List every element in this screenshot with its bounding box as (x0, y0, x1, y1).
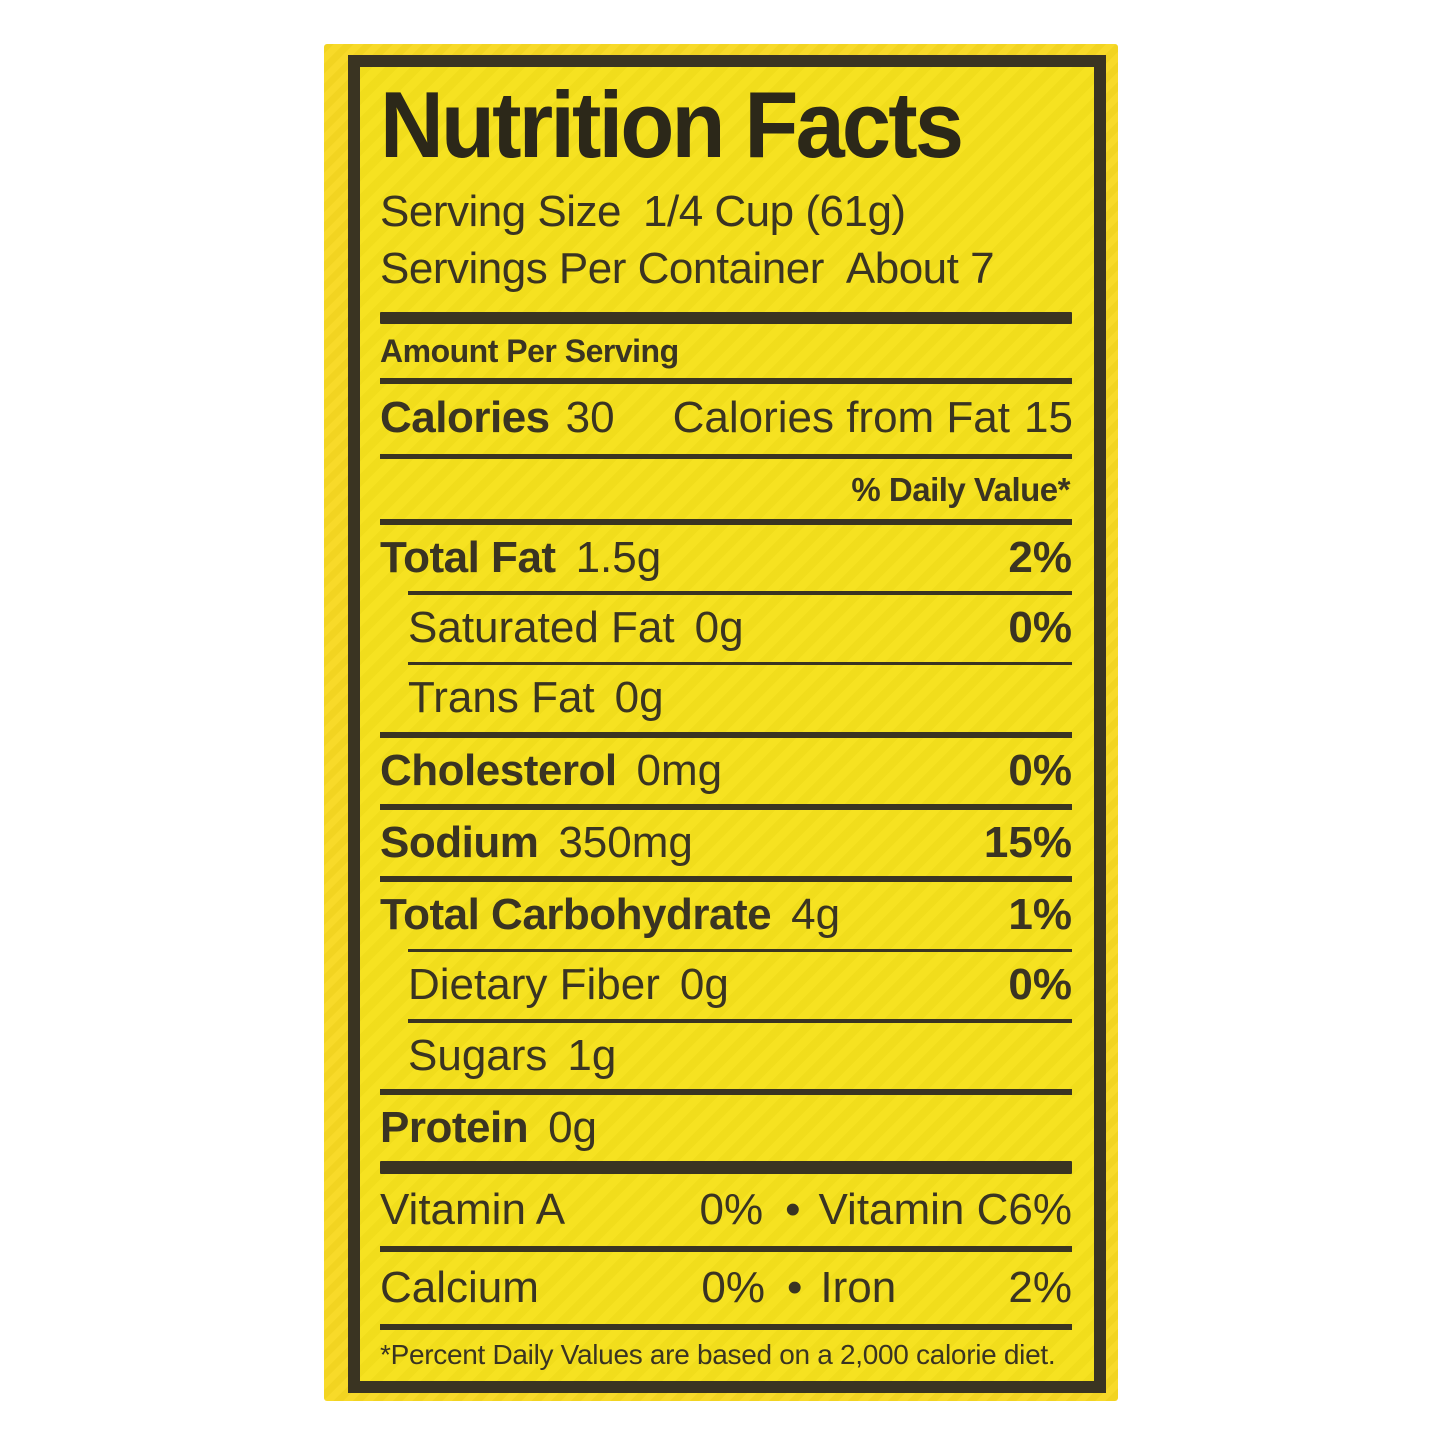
daily-value-header: % Daily Value* (851, 471, 1070, 509)
divider-indented (408, 1018, 1072, 1023)
nutrient-name: Dietary Fiber (408, 960, 660, 1010)
divider (380, 732, 1072, 738)
nutrient-row-total-fat: Total Fat 1.5g 2% (380, 525, 1072, 592)
calories-value: 30 (565, 392, 615, 442)
nutrient-daily-value: 15% (983, 817, 1072, 867)
nutrient-amount: 0g (694, 603, 744, 653)
nutrient-amount: 0g (548, 1102, 598, 1152)
nutrition-facts-label: Nutrition Facts Serving Size 1/4 Cup (61g… (348, 55, 1106, 1393)
nutrient-name: Total Carbohydrate (380, 889, 772, 939)
nutrient-amount: 1.5g (575, 532, 662, 582)
nutrient-amount: 4g (791, 889, 841, 939)
nutrient-daily-value: 1% (1008, 889, 1072, 939)
micronutrient-name: Iron (820, 1262, 897, 1312)
nutrient-name: Sugars (408, 1030, 548, 1080)
micronutrient-name: Calcium (380, 1262, 539, 1312)
nutrient-daily-value: 0% (1008, 745, 1072, 795)
daily-value-footnote: *Percent Daily Values are based on a 2,0… (380, 1338, 1056, 1370)
nutrient-row-dietary-fiber: Dietary Fiber 0g 0% (380, 952, 1072, 1019)
micronutrient-value: 6% (1008, 1184, 1072, 1234)
nutrient-amount: 0g (614, 673, 664, 723)
nutrient-name: Saturated Fat (408, 603, 675, 653)
nutrient-row-sugars: Sugars 1g (380, 1023, 1072, 1090)
nutrient-daily-value: 0% (1008, 603, 1072, 653)
nutrient-amount: 350mg (558, 817, 693, 867)
calories-label: Calories (380, 392, 550, 442)
divider (380, 453, 1072, 460)
divider (380, 519, 1072, 525)
micronutrient-name: Vitamin C (818, 1184, 1009, 1234)
nutrient-name: Trans Fat (408, 673, 595, 723)
amount-per-serving-heading: Amount Per Serving (380, 333, 679, 370)
divider-thick (380, 312, 1072, 325)
serving-size-label: Serving Size (380, 186, 622, 236)
bullet-separator: • (787, 1262, 803, 1312)
nutrient-amount: 0mg (636, 745, 723, 795)
servings-per-container-label: Servings Per Container (380, 244, 824, 294)
yellow-package-background: Nutrition Facts Serving Size 1/4 Cup (61g… (324, 44, 1118, 1401)
divider (380, 1089, 1072, 1095)
nutrient-row-sodium: Sodium 350mg 15% (380, 810, 1072, 877)
divider (380, 876, 1072, 882)
nutrient-daily-value: 2% (1008, 532, 1072, 582)
servings-per-container-line: Servings Per Container About 7 (380, 240, 1072, 297)
calories-row: Calories 30 Calories from Fat 15 (380, 392, 1073, 444)
divider (380, 378, 1072, 384)
nutrient-row-total-carbohydrate: Total Carbohydrate 4g 1% (380, 882, 1072, 949)
serving-size-value: 1/4 Cup (61g) (643, 186, 906, 236)
divider (380, 1246, 1072, 1252)
label-title: Nutrition Facts (380, 72, 964, 177)
nutrient-amount: 0g (679, 960, 729, 1010)
bullet-separator: • (785, 1184, 801, 1234)
nutrient-row-cholesterol: Cholesterol 0mg 0% (380, 738, 1072, 805)
serving-size-line: Serving Size 1/4 Cup (61g) (380, 183, 1072, 240)
divider-indented (408, 591, 1072, 596)
vitamin-row-calcium-iron: Calcium 0% • Iron 2% (380, 1252, 1072, 1325)
nutrient-name: Sodium (380, 817, 539, 867)
nutrient-row-protein: Protein 0g (380, 1095, 1072, 1162)
divider-thick (380, 1161, 1072, 1174)
divider (380, 1324, 1072, 1330)
micronutrient-value: 0% (699, 1184, 764, 1234)
servings-per-container-value: About 7 (845, 244, 995, 294)
nutrient-row-saturated-fat: Saturated Fat 0g 0% (380, 595, 1072, 662)
divider-indented (408, 661, 1072, 666)
calories-from-fat-value: 15 (1024, 392, 1073, 442)
divider (380, 804, 1072, 810)
nutrient-name: Protein (380, 1102, 529, 1152)
nutrient-row-trans-fat: Trans Fat 0g (380, 665, 1072, 732)
micronutrient-value: 0% (701, 1262, 765, 1312)
nutrient-name: Cholesterol (380, 745, 617, 795)
micronutrient-value: 2% (1008, 1262, 1072, 1312)
micronutrient-name: Vitamin A (380, 1184, 566, 1234)
vitamin-row-a-c: Vitamin A 0% • Vitamin C 6% (380, 1174, 1072, 1247)
divider-indented (408, 948, 1072, 953)
nutrient-name: Total Fat (380, 532, 556, 582)
nutrient-amount: 1g (567, 1030, 617, 1080)
nutrient-daily-value: 0% (1008, 960, 1072, 1010)
calories-from-fat-label: Calories from Fat (672, 392, 1011, 442)
